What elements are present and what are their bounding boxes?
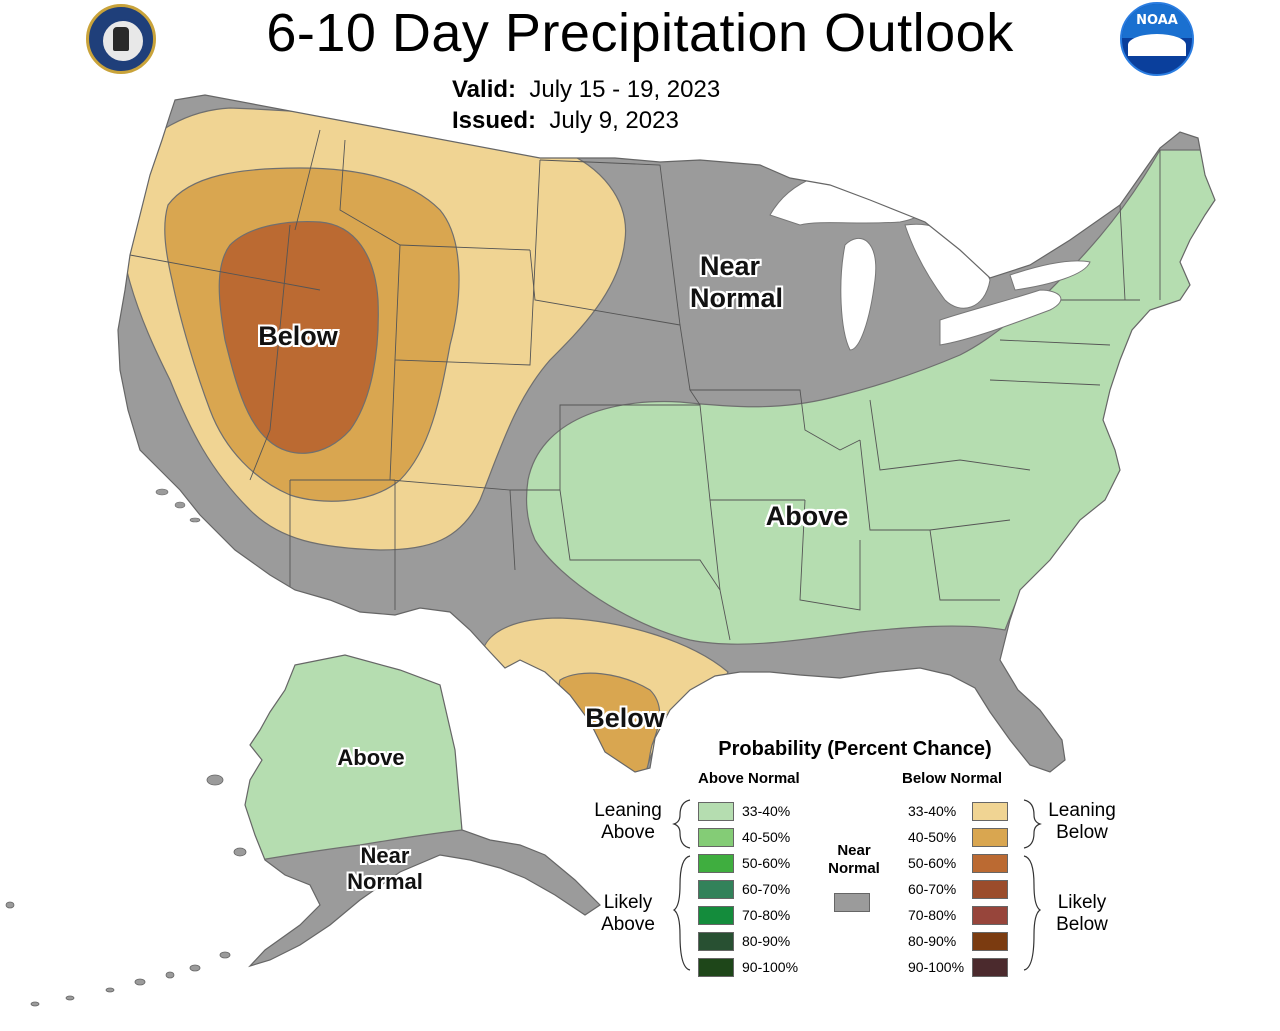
legend-title: Probability (Percent Chance) <box>718 738 992 760</box>
below-range-label-3: 50-60% <box>908 855 957 871</box>
above-range-label-6: 80-90% <box>742 933 791 949</box>
leaning-above-label: Leaning Above <box>594 800 662 843</box>
state-boundaries <box>129 129 1161 641</box>
valid-value: July 15 - 19, 2023 <box>529 76 721 103</box>
below-swatch-1 <box>972 802 1008 821</box>
legend-above-header: Above Normal <box>698 770 800 787</box>
above-alaska-label: Above <box>337 745 405 770</box>
above-range-label-5: 70-80% <box>742 907 791 923</box>
noaa-logo-text: NOAA <box>1136 13 1178 28</box>
above-range-label-2: 40-50% <box>742 829 791 845</box>
department-of-commerce-seal <box>86 4 156 74</box>
east-above-region <box>525 149 1215 645</box>
above-range-label-3: 50-60% <box>742 855 791 871</box>
below-swatch-5 <box>972 906 1008 925</box>
noaa-logo: NOAA <box>1120 2 1194 76</box>
issued-value: July 9, 2023 <box>549 107 679 134</box>
issued-row: Issued: July 9, 2023 <box>452 107 679 135</box>
likely-above-label: Likely Above <box>601 892 655 935</box>
below-west-label: Below <box>258 321 338 351</box>
below-swatch-7 <box>972 958 1008 977</box>
valid-row: Valid: July 15 - 19, 2023 <box>452 76 720 104</box>
below-range-label-1: 33-40% <box>908 803 957 819</box>
above-swatch-7 <box>698 958 734 977</box>
above-swatch-3 <box>698 854 734 873</box>
below-swatch-2 <box>972 828 1008 847</box>
alaska-outline <box>244 654 601 968</box>
below-range-label-2: 40-50% <box>908 829 957 845</box>
above-range-label-1: 33-40% <box>742 803 791 819</box>
below-swatch-3 <box>972 854 1008 873</box>
alaska-above-region <box>245 655 463 861</box>
noaa-gull-icon <box>1128 34 1186 56</box>
alaska-islands <box>5 774 247 1007</box>
leaning-below-label: Leaning Below <box>1048 800 1116 843</box>
page-title: 6-10 Day Precipitation Outlook <box>266 3 1014 63</box>
below-range-label-6: 80-90% <box>908 933 957 949</box>
near-normal-swatch <box>834 893 870 912</box>
legend-below-header: Below Normal <box>902 770 1003 787</box>
above-swatch-6 <box>698 932 734 951</box>
below-swatch-4 <box>972 880 1008 899</box>
below-range-label-7: 90-100% <box>908 959 965 975</box>
conus-outline <box>117 94 1216 773</box>
likely-below-label: Likely Below <box>1056 892 1108 935</box>
west-50-60-region <box>218 221 379 454</box>
above-east-label: Above <box>765 501 849 531</box>
above-range-label-4: 60-70% <box>742 881 791 897</box>
channel-islands <box>155 488 201 523</box>
near-normal-alaska-label: Near Normal <box>347 843 423 894</box>
above-range-label-7: 90-100% <box>742 959 799 975</box>
near-normal-legend-label: Near Normal <box>828 842 880 877</box>
seal-eagle-icon <box>113 27 129 51</box>
below-range-label-5: 70-80% <box>908 907 957 923</box>
above-swatch-2 <box>698 828 734 847</box>
noaa-logo-top <box>1122 4 1192 38</box>
below-swatch-6 <box>972 932 1008 951</box>
issued-label: Issued: <box>452 107 537 134</box>
alaska-landmass <box>245 655 600 966</box>
below-texas-label: Below <box>585 703 665 733</box>
above-swatch-1 <box>698 802 734 821</box>
above-swatch-4 <box>698 880 734 899</box>
above-swatch-5 <box>698 906 734 925</box>
near-normal-conus-label: Near Normal <box>690 251 784 313</box>
valid-label: Valid: <box>452 76 517 103</box>
below-range-label-4: 60-70% <box>908 881 957 897</box>
